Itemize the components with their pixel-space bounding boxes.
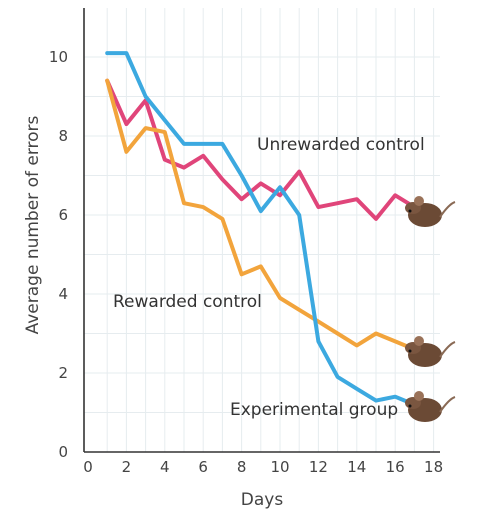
mouse-illustration-middle (405, 336, 456, 367)
series-label-experimental: Experimental group (230, 400, 398, 420)
y-tick-label: 4 (58, 285, 68, 303)
y-tick-label: 2 (58, 364, 68, 382)
y-axis-title: Average number of errors (23, 115, 43, 334)
mouse-illustration-top (405, 196, 456, 227)
series-lines (105, 51, 417, 407)
x-tick-label: 8 (237, 458, 247, 476)
x-tick-label: 12 (309, 458, 328, 476)
series-line-0 (105, 78, 417, 221)
grid (84, 8, 440, 452)
series-label-rewarded: Rewarded control (113, 292, 262, 312)
x-tick-label: 10 (270, 458, 289, 476)
axes (83, 8, 440, 453)
y-tick-label: 0 (58, 443, 68, 461)
x-tick-label: 18 (424, 458, 443, 476)
series-line-1 (105, 78, 417, 352)
x-tick-label: 4 (160, 458, 170, 476)
x-tick-label: 2 (122, 458, 132, 476)
x-axis-title: Days (241, 490, 284, 510)
y-tick-label: 8 (58, 127, 68, 145)
y-tick-label: 10 (49, 48, 68, 66)
y-tick-label: 6 (58, 206, 68, 224)
mouse-illustration-bottom (405, 391, 456, 422)
series-label-unrewarded: Unrewarded control (257, 135, 425, 155)
x-tick-label: 16 (386, 458, 405, 476)
tick-labels: 0 2 4 6 8 10 0 2 4 6 8 10 12 14 16 18 (49, 48, 443, 476)
x-tick-label: 14 (347, 458, 366, 476)
series-line-2 (105, 51, 417, 407)
x-tick-label: 0 (83, 458, 93, 476)
x-tick-label: 6 (198, 458, 208, 476)
